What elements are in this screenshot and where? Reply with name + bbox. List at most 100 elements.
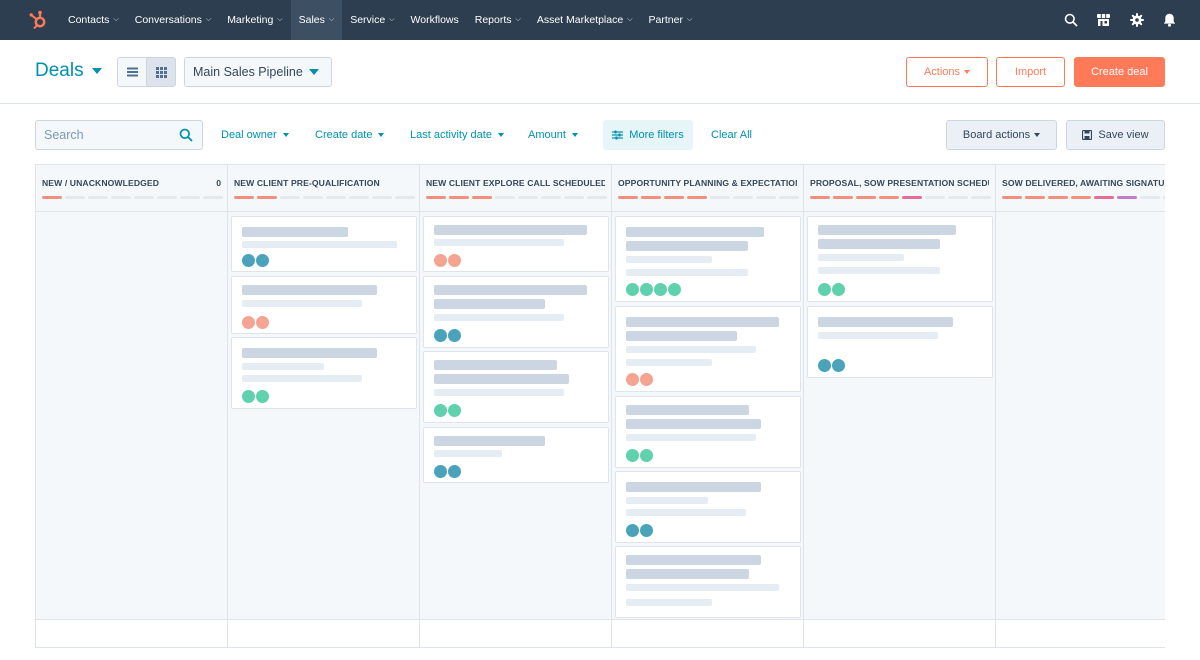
deal-card[interactable]: [231, 337, 417, 409]
nav-item-reports[interactable]: Reports ⌵: [467, 0, 529, 40]
deal-card[interactable]: [423, 216, 609, 272]
deal-card[interactable]: [423, 351, 609, 423]
progress-segment: [203, 196, 223, 199]
avatar[interactable]: [241, 253, 256, 268]
avatar[interactable]: [653, 282, 668, 297]
nav-item-label: Conversations: [134, 14, 202, 26]
search-icon[interactable]: [179, 128, 193, 147]
nav-utility-icons: [1054, 0, 1200, 40]
notifications-bell-icon[interactable]: [1153, 0, 1186, 40]
progress-segment: [395, 196, 415, 199]
placeholder-text-line: [626, 434, 756, 441]
list-view-button[interactable]: [118, 58, 147, 86]
avatar[interactable]: [831, 358, 846, 373]
deal-owner-filter[interactable]: Deal owner: [221, 120, 289, 150]
avatar[interactable]: [433, 464, 448, 479]
board-actions-button[interactable]: Board actions: [946, 120, 1057, 150]
progress-segment: [1094, 196, 1114, 199]
avatar[interactable]: [433, 403, 448, 418]
placeholder-text-line: [434, 299, 545, 309]
avatar[interactable]: [447, 403, 462, 418]
avatar[interactable]: [433, 253, 448, 268]
hubspot-logo-icon[interactable]: [0, 0, 60, 40]
avatar[interactable]: [255, 253, 270, 268]
avatar[interactable]: [639, 282, 654, 297]
column-title: NEW CLIENT EXPLORE CALL SCHEDULED: [426, 178, 605, 188]
avatar[interactable]: [817, 282, 832, 297]
avatar[interactable]: [255, 389, 270, 404]
clear-all-link[interactable]: Clear All: [711, 120, 752, 150]
progress-segment: [372, 196, 392, 199]
placeholder-text-line: [434, 239, 564, 246]
avatar[interactable]: [625, 372, 640, 387]
associated-contacts: [241, 389, 270, 404]
progress-segment: [779, 196, 799, 199]
avatar[interactable]: [817, 358, 832, 373]
search-icon[interactable]: [1054, 0, 1087, 40]
nav-item-label: Asset Marketplace: [536, 14, 624, 26]
deal-card[interactable]: [615, 216, 801, 302]
placeholder-text-line: [626, 419, 761, 429]
marketplace-icon[interactable]: [1087, 0, 1120, 40]
avatar[interactable]: [625, 448, 640, 463]
avatar[interactable]: [639, 372, 654, 387]
deal-card[interactable]: [423, 276, 609, 348]
page-title: Deals: [35, 60, 84, 81]
chevron-down-icon: ⌵: [328, 16, 335, 23]
pipeline-select[interactable]: Main Sales Pipeline: [184, 57, 332, 87]
avatar[interactable]: [639, 523, 654, 538]
nav-item-partner[interactable]: Partner ⌵: [641, 0, 701, 40]
nav-item-asset-marketplace[interactable]: Asset Marketplace ⌵: [529, 0, 641, 40]
board-view-button[interactable]: [146, 58, 175, 86]
last-activity-date-filter[interactable]: Last activity date: [410, 120, 504, 150]
avatar[interactable]: [255, 315, 270, 330]
column-title: OPPORTUNITY PLANNING & EXPECTATIONS: [618, 178, 797, 188]
placeholder-text-line: [434, 225, 587, 235]
create-date-filter[interactable]: Create date: [315, 120, 385, 150]
progress-segment: [879, 196, 899, 199]
avatar[interactable]: [625, 282, 640, 297]
deal-card[interactable]: [615, 471, 801, 543]
nav-item-marketing[interactable]: Marketing ⌵: [219, 0, 290, 40]
deal-card[interactable]: [615, 546, 801, 618]
avatar[interactable]: [625, 523, 640, 538]
deal-card[interactable]: [615, 306, 801, 392]
deal-card[interactable]: [807, 306, 993, 378]
deal-card[interactable]: [423, 427, 609, 483]
nav-item-conversations[interactable]: Conversations ⌵: [127, 0, 219, 40]
search-input[interactable]: [36, 121, 176, 149]
nav-item-workflows[interactable]: Workflows: [403, 0, 467, 40]
save-view-button[interactable]: Save view: [1066, 120, 1165, 150]
nav-item-contacts[interactable]: Contacts ⌵: [60, 0, 127, 40]
placeholder-text-line: [626, 317, 779, 327]
deal-card[interactable]: [231, 276, 417, 334]
import-button[interactable]: Import: [996, 57, 1065, 87]
progress-segment: [710, 196, 730, 199]
chevron-down-icon: ⌵: [515, 16, 521, 23]
avatar[interactable]: [639, 448, 654, 463]
amount-filter[interactable]: Amount: [528, 120, 578, 150]
avatar[interactable]: [831, 282, 846, 297]
actions-button[interactable]: Actions: [906, 57, 988, 87]
placeholder-text-line: [818, 317, 953, 327]
column-deal-count: 0: [216, 178, 221, 188]
create-deal-button[interactable]: Create deal: [1074, 57, 1165, 87]
deal-card[interactable]: [231, 216, 417, 272]
avatar[interactable]: [433, 328, 448, 343]
more-filters-button[interactable]: More filters: [603, 120, 693, 150]
placeholder-text-line: [626, 359, 712, 366]
avatar[interactable]: [667, 282, 682, 297]
avatar[interactable]: [447, 253, 462, 268]
object-switcher-dropdown[interactable]: Deals: [35, 60, 102, 82]
nav-item-sales[interactable]: Sales ⌵: [290, 0, 343, 40]
deal-card[interactable]: [807, 216, 993, 302]
avatar[interactable]: [447, 328, 462, 343]
chevron-down-icon: ⌵: [389, 16, 395, 23]
avatar[interactable]: [447, 464, 462, 479]
nav-item-service[interactable]: Service ⌵: [342, 0, 402, 40]
avatar[interactable]: [241, 389, 256, 404]
deal-card[interactable]: [615, 396, 801, 468]
settings-gear-icon[interactable]: [1120, 0, 1153, 40]
placeholder-text-line: [626, 599, 712, 606]
avatar[interactable]: [241, 315, 256, 330]
